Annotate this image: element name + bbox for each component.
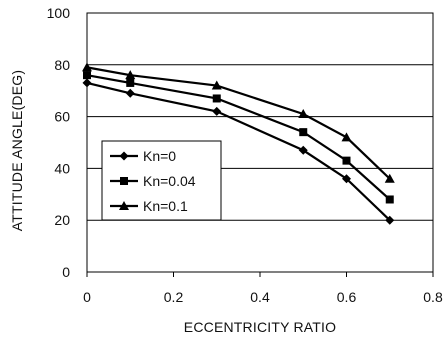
diamond-point bbox=[212, 106, 222, 116]
triangle-point bbox=[125, 70, 136, 80]
legend-diamond-icon bbox=[119, 151, 129, 161]
y-tick-label: 80 bbox=[54, 57, 70, 73]
triangle-point bbox=[341, 132, 352, 142]
diamond-point bbox=[298, 145, 308, 155]
y-tick-label: 20 bbox=[54, 212, 70, 228]
legend-item: Kn=0.04 bbox=[110, 173, 196, 189]
square-point bbox=[83, 71, 91, 80]
triangle-point bbox=[384, 173, 395, 183]
series-square bbox=[83, 71, 394, 204]
x-tick-label: 0.8 bbox=[423, 289, 443, 305]
x-axis-title: ECCENTRICITY RATIO bbox=[184, 319, 336, 335]
diamond-point bbox=[125, 88, 135, 98]
y-axis-title: ATTITUDE ANGLE(DEG) bbox=[9, 70, 25, 231]
square-point bbox=[385, 195, 394, 204]
triangle-point bbox=[211, 80, 222, 90]
y-tick-labels: 0 20 40 60 80 100 bbox=[47, 5, 71, 280]
square-point bbox=[212, 94, 221, 103]
series-diamond bbox=[82, 78, 395, 225]
x-tick-label: 0 bbox=[83, 289, 91, 305]
triangle-point bbox=[82, 62, 92, 72]
x-tick-label: 0.2 bbox=[164, 289, 184, 305]
legend-item: Kn=0.1 bbox=[110, 198, 188, 214]
y-tick-label: 100 bbox=[47, 5, 71, 21]
legend-label: Kn=0.04 bbox=[143, 173, 196, 189]
y-tick-label: 0 bbox=[62, 264, 70, 280]
series-line bbox=[86, 74, 391, 201]
legend-label: Kn=0 bbox=[143, 148, 176, 164]
square-point bbox=[126, 78, 135, 87]
diamond-point bbox=[342, 174, 351, 184]
x-tick-label: 0.4 bbox=[250, 289, 270, 305]
y-tick-label: 40 bbox=[54, 160, 70, 176]
square-point bbox=[299, 128, 308, 137]
x-tick-labels: 0 0.2 0.4 0.6 0.8 bbox=[83, 272, 443, 305]
x-tick-label: 0.6 bbox=[337, 289, 357, 305]
series-line bbox=[86, 81, 391, 221]
series-group bbox=[82, 62, 395, 225]
legend-triangle-icon bbox=[119, 201, 129, 210]
y-tick-label: 60 bbox=[54, 109, 70, 125]
diamond-point bbox=[385, 215, 395, 225]
legend-label: Kn=0.1 bbox=[143, 198, 188, 214]
diamond-point bbox=[82, 78, 92, 88]
triangle-point bbox=[298, 109, 309, 119]
series-triangle bbox=[82, 62, 395, 183]
series-line bbox=[86, 66, 391, 180]
square-point bbox=[342, 156, 351, 165]
legend: Kn=0 Kn=0.04 Kn=0.1 bbox=[101, 140, 222, 221]
legend-square-icon bbox=[120, 177, 128, 185]
legend-item: Kn=0 bbox=[110, 148, 176, 164]
